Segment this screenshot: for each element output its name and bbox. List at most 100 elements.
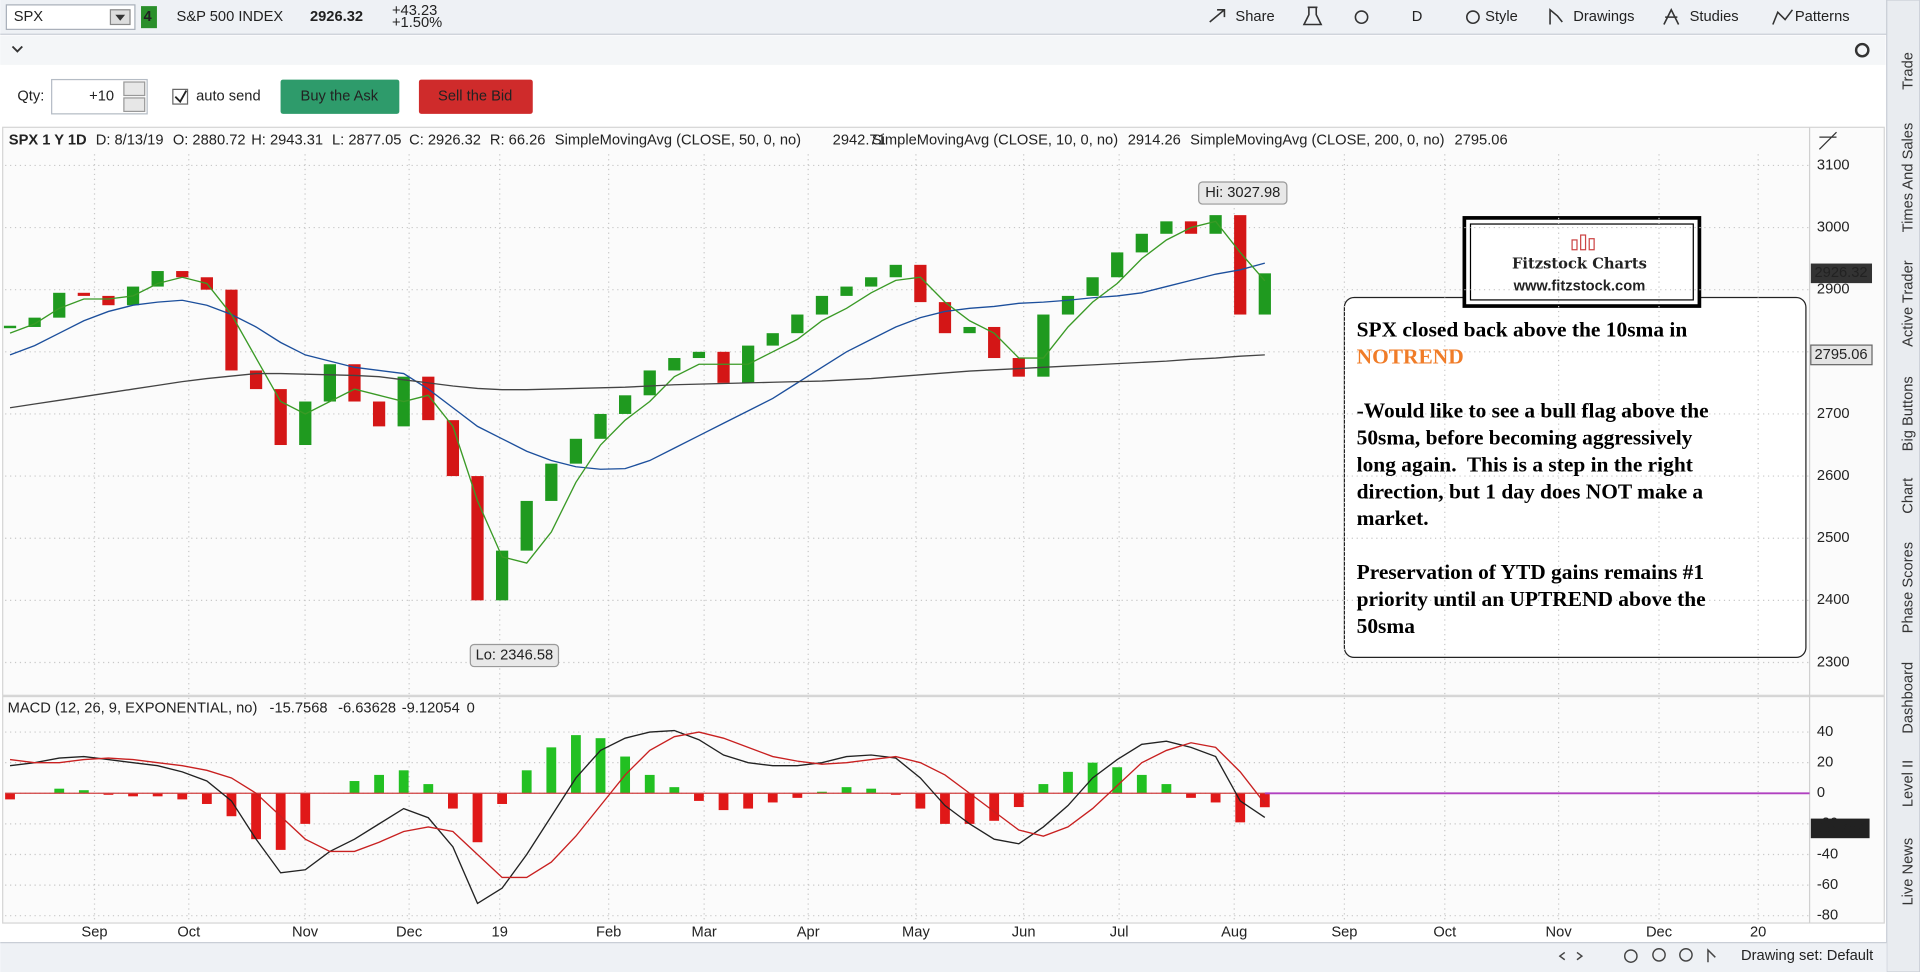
candle: [791, 314, 804, 334]
aggregation[interactable]: D: [1412, 9, 1423, 25]
annotation-line: priority until an UPTREND above the: [1357, 587, 1706, 611]
y-tick-label: 2400: [1817, 592, 1850, 608]
histogram-bar: [595, 738, 606, 794]
buy-label[interactable]: Buy the Ask: [301, 89, 379, 105]
settings-gear[interactable]: [1854, 42, 1870, 58]
sma-line: [9, 262, 1265, 470]
candle: [3, 325, 17, 329]
auto-send-checkbox[interactable]: [172, 88, 189, 105]
candle: [1258, 273, 1271, 315]
side-tab[interactable]: Level II: [1901, 760, 1917, 807]
histogram-bar: [767, 793, 778, 803]
patterns-button[interactable]: Patterns: [1795, 9, 1850, 25]
histogram-bar: [1038, 784, 1049, 794]
x-tick-label: Aug: [1221, 925, 1247, 941]
histogram-bar: [78, 790, 89, 794]
x-tick-label: Mar: [691, 925, 716, 941]
candle: [274, 389, 287, 446]
candle: [766, 333, 779, 346]
histogram-bar: [448, 793, 458, 809]
x-tick-label: Jun: [1012, 925, 1036, 941]
histogram-bar: [472, 793, 483, 843]
share-button[interactable]: Share: [1235, 9, 1274, 25]
side-tab[interactable]: Trade: [1901, 52, 1917, 90]
histogram-bar: [5, 793, 15, 800]
studies-button[interactable]: Studies: [1690, 9, 1739, 25]
side-tab[interactable]: Phase Scores: [1901, 542, 1917, 633]
candle: [1037, 314, 1050, 377]
candle: [176, 271, 189, 278]
candle: [1012, 358, 1025, 377]
price-tag: [1810, 263, 1873, 284]
extreme-box: [1198, 181, 1288, 205]
logo-box: [1462, 216, 1702, 308]
histogram-bar: [497, 793, 508, 804]
candle: [28, 317, 41, 327]
histogram-bar: [694, 793, 704, 801]
legend-close: C: 2926.32: [409, 133, 481, 149]
toolbar: [0, 0, 1920, 35]
candle: [692, 351, 706, 359]
histogram-bar: [792, 793, 803, 798]
legend-study: SimpleMovingAvg (CLOSE, 50, 0, no): [555, 133, 801, 149]
x-tick-label: Oct: [177, 925, 200, 941]
histogram-bar: [669, 787, 680, 794]
annotation-line: NOTREND: [1357, 345, 1464, 369]
histogram-bar: [1013, 793, 1024, 808]
candle: [1209, 215, 1222, 234]
y-tick-label: 2700: [1817, 406, 1850, 422]
candle: [471, 476, 484, 601]
candle: [348, 364, 361, 402]
drawings-button[interactable]: Drawings: [1573, 9, 1634, 25]
candle: [815, 295, 829, 315]
candle: [53, 292, 66, 318]
histogram-bar: [423, 784, 434, 794]
side-tab[interactable]: Times And Sales: [1901, 123, 1917, 233]
sma-tag-label: 2795.06: [1814, 347, 1867, 363]
macd-legend-value: -6.63628: [338, 701, 396, 717]
annotation-line: market.: [1357, 506, 1429, 530]
candle: [1086, 277, 1099, 296]
buy-button[interactable]: [280, 79, 400, 114]
histogram-bar: [989, 793, 1000, 821]
side-tab[interactable]: Dashboard: [1901, 662, 1917, 734]
link-group[interactable]: [141, 6, 157, 29]
sell-label[interactable]: Sell the Bid: [438, 89, 512, 105]
x-tick-label: Oct: [1433, 925, 1456, 941]
candle: [299, 401, 312, 446]
candle: [545, 463, 558, 501]
x-tick-label: 19: [492, 925, 508, 941]
qty-value: +10: [89, 89, 114, 105]
histogram-bar: [1136, 774, 1147, 794]
histogram-bar: [1186, 793, 1196, 798]
extreme-label: Lo: 2346.58: [476, 647, 554, 663]
sma-line: [9, 354, 1265, 409]
sell-button[interactable]: [418, 79, 533, 114]
histogram-bar: [1063, 771, 1073, 794]
link-group: 4: [143, 9, 152, 25]
candle: [569, 438, 583, 464]
candle: [963, 326, 976, 334]
candle: [594, 413, 607, 439]
legend-value: 2942.71: [833, 133, 886, 149]
side-tab[interactable]: Active Trader: [1901, 260, 1917, 347]
macd-legend-value: -15.7568: [270, 701, 328, 717]
legend-symbol: SPX 1 Y 1D: [9, 133, 87, 149]
candle: [717, 351, 730, 383]
candle: [77, 292, 90, 296]
macd-tag-label: -15.757: [1814, 820, 1864, 836]
side-tab[interactable]: Chart: [1901, 478, 1917, 514]
candle: [619, 395, 632, 414]
drawing-set: Drawing set: Default: [1741, 948, 1873, 964]
macd-tag: [1810, 818, 1870, 839]
style-button[interactable]: Style: [1485, 9, 1518, 25]
legend-high: H: 2943.31: [251, 133, 323, 149]
side-tab[interactable]: Big Buttons: [1901, 376, 1917, 451]
side-tab[interactable]: Live News: [1901, 838, 1917, 906]
candle: [446, 420, 460, 477]
histogram-bar: [546, 747, 557, 794]
histogram-bar: [251, 793, 261, 840]
legend-study: SimpleMovingAvg (CLOSE, 10, 0, no): [872, 133, 1118, 149]
histogram-bar: [226, 793, 237, 817]
histogram-bar: [1259, 793, 1270, 808]
